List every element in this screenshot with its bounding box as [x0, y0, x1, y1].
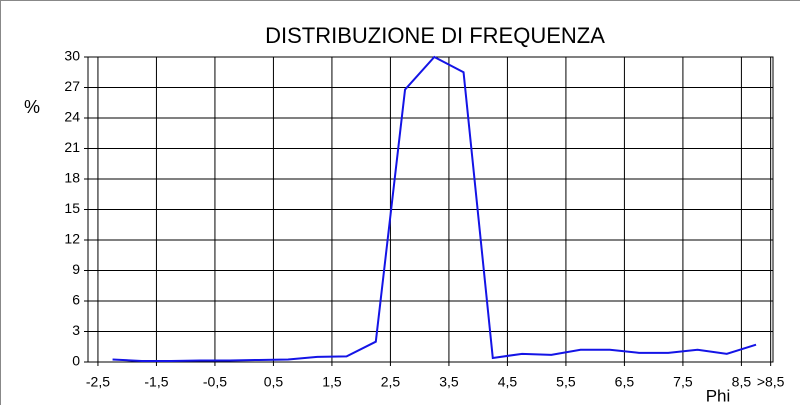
x-tick-label: -0,5 — [203, 374, 227, 390]
y-axis-label: % — [24, 97, 40, 117]
x-tick-label: 6,5 — [615, 374, 635, 390]
x-tick-label: 2,5 — [381, 374, 401, 390]
x-axis-label: Phi — [706, 386, 731, 405]
plot-area — [87, 56, 774, 363]
x-tick-label: 0,5 — [264, 374, 284, 390]
y-tick-label: 15 — [64, 200, 80, 216]
y-tick-label: 6 — [72, 292, 80, 308]
x-tick-label: 1,5 — [322, 374, 342, 390]
x-tick-label: 8,5 — [732, 374, 752, 390]
x-tick-label: 5,5 — [556, 374, 576, 390]
y-tick-label: 3 — [72, 322, 80, 338]
y-tick-label: 18 — [64, 170, 80, 186]
y-tick-label: 27 — [64, 78, 80, 94]
x-tick-label: >8,5 — [757, 374, 785, 390]
x-tick-label: 7,5 — [673, 374, 693, 390]
y-tick-label: 0 — [72, 353, 80, 369]
x-tick-label: 3,5 — [439, 374, 459, 390]
data-line — [112, 55, 757, 362]
y-tick-label: 30 — [64, 48, 80, 64]
x-tick-label: -1,5 — [144, 374, 168, 390]
y-tick-label: 12 — [64, 231, 80, 247]
x-tick-label: -2,5 — [86, 374, 110, 390]
y-tick-label: 21 — [64, 139, 80, 155]
y-tick-label: 24 — [64, 109, 80, 125]
chart-title: DISTRIBUZIONE DI FREQUENZA — [265, 23, 605, 48]
x-tick-label: 4,5 — [498, 374, 518, 390]
y-tick-label: 9 — [72, 261, 80, 277]
